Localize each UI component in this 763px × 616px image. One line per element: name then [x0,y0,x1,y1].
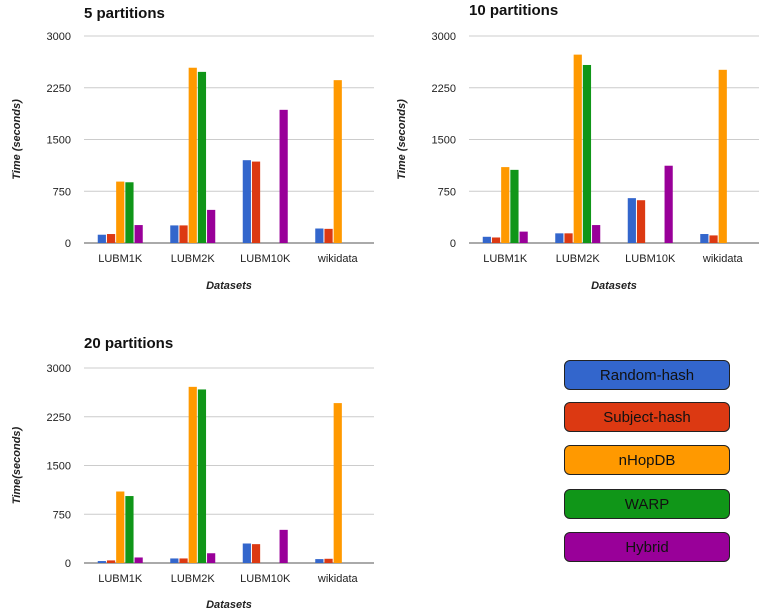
y-tick-label: 3000 [47,31,71,43]
chart-plot: 0 750 1500 2250 3000 LUBM1K LUBM2K LUBM10K wikid… [11,31,374,292]
y-tick-label: 3000 [432,31,456,43]
x-tick-label: wikidata [702,253,744,265]
bar-subject-hash-lubm10k [251,544,261,563]
bar-subject-hash-lubm1k [106,234,116,243]
bar-subject-hash-lubm10k [251,161,261,243]
legend: Random-hash Subject-hash nHopDB WARP Hyb… [564,360,734,570]
chart-title: 10 partitions [469,2,559,19]
bar-hybrid-lubm2k [207,209,216,243]
x-axis-title: Datasets [206,280,252,292]
chart-10-partitions: 10 partitions 0 750 1500 2250 3000 LUBM1K LUBM… [385,0,763,300]
bar-warp-lubm1k [510,169,519,243]
legend-item-random-hash: Random-hash [564,360,730,390]
bar-subject-hash-wikidata [324,558,333,563]
chart-title: 5 partitions [84,5,165,22]
y-tick-label: 2250 [47,83,71,95]
bar-nhopdb-lubm1k [116,491,125,563]
bar-subject-hash-lubm10k [636,200,646,243]
bar-hybrid-lubm10k [279,109,288,243]
bar-random-hash-wikidata [315,559,324,563]
y-tick-label: 750 [438,186,456,198]
bar-random-hash-wikidata [315,228,324,243]
bar-hybrid-lubm2k [592,225,601,243]
y-tick-label: 750 [53,186,71,198]
bar-random-hash-lubm10k [627,198,636,243]
x-axis-title: Datasets [206,599,252,611]
chart-plot: 0 750 1500 2250 3000 LUBM1K LUBM2K LUBM10K wikid… [396,31,759,292]
y-tick-label: 2250 [432,83,456,95]
legend-item-warp: WARP [564,489,730,519]
y-tick-label: 750 [53,509,71,521]
x-tick-label: LUBM2K [171,573,216,585]
x-tick-label: LUBM2K [556,253,601,265]
bar-hybrid-lubm10k [279,529,288,563]
bar-warp-lubm2k [582,64,592,243]
bar-nhopdb-lubm2k [573,54,582,243]
bar-nhopdb-lubm1k [501,167,510,243]
bar-subject-hash-lubm1k [106,560,116,563]
bar-nhopdb-lubm2k [188,386,197,563]
bar-nhopdb-wikidata [333,80,342,243]
y-tick-label: 2250 [47,412,71,424]
bar-warp-lubm1k [125,182,134,243]
bar-random-hash-lubm1k [482,236,491,243]
y-axis-title: Time (seconds) [11,99,23,180]
legend-item-nhopdb: nHopDB [564,445,730,475]
bar-nhopdb-wikidata [333,403,342,563]
bar-warp-lubm1k [125,496,134,563]
y-tick-label: 0 [450,238,456,250]
bar-random-hash-lubm2k [170,225,179,243]
x-tick-label: LUBM10K [240,253,291,265]
x-tick-label: wikidata [317,573,359,585]
y-tick-label: 3000 [47,363,71,375]
y-tick-label: 0 [65,238,71,250]
y-tick-label: 1500 [47,461,71,473]
y-axis-title: Time(seconds) [11,426,23,504]
chart-plot: 0 750 1500 2250 3000 LUBM1K LUBM2K LUBM10K wikid… [11,363,374,611]
bar-hybrid-lubm2k [207,553,216,563]
legend-item-subject-hash: Subject-hash [564,402,730,432]
y-axis-title: Time (seconds) [396,99,408,180]
x-tick-label: LUBM10K [240,573,291,585]
bar-subject-hash-lubm2k [179,558,188,563]
bar-random-hash-lubm2k [170,558,179,563]
bar-subject-hash-lubm2k [179,225,188,243]
bar-subject-hash-lubm1k [491,237,501,243]
bar-hybrid-lubm1k [134,557,143,563]
y-tick-label: 0 [65,558,71,570]
bar-random-hash-lubm10k [242,160,251,243]
bar-nhopdb-lubm2k [188,67,197,244]
bar-subject-hash-lubm2k [564,233,573,243]
bar-hybrid-lubm1k [134,225,143,243]
bar-warp-lubm2k [197,389,207,563]
x-tick-label: LUBM1K [483,253,528,265]
chart-20-partitions: 20 partitions 0 750 1500 2250 3000 LUBM1K LUBM… [0,330,380,616]
y-tick-label: 1500 [432,135,456,147]
y-tick-label: 1500 [47,135,71,147]
bar-warp-lubm2k [197,71,207,243]
x-tick-label: LUBM1K [98,573,143,585]
chart-5-partitions: 5 partitions 0 750 1500 2250 3000 LUBM1K LUBM2… [0,0,380,300]
bar-random-hash-lubm1k [97,561,106,563]
bar-nhopdb-wikidata [718,69,727,243]
x-tick-label: LUBM10K [625,253,676,265]
x-tick-label: LUBM1K [98,253,143,265]
bar-random-hash-lubm10k [242,543,251,563]
bar-hybrid-lubm10k [664,165,673,243]
bar-random-hash-lubm2k [555,233,564,243]
bar-subject-hash-wikidata [709,235,718,243]
bar-subject-hash-wikidata [324,228,333,243]
legend-item-hybrid: Hybrid [564,532,730,562]
chart-title: 20 partitions [84,335,174,352]
bar-nhopdb-lubm1k [116,181,125,243]
bar-random-hash-lubm1k [97,234,106,243]
x-axis-title: Datasets [591,280,637,292]
bar-hybrid-lubm1k [519,231,528,243]
bar-random-hash-wikidata [700,234,709,243]
x-tick-label: wikidata [317,253,359,265]
x-tick-label: LUBM2K [171,253,216,265]
